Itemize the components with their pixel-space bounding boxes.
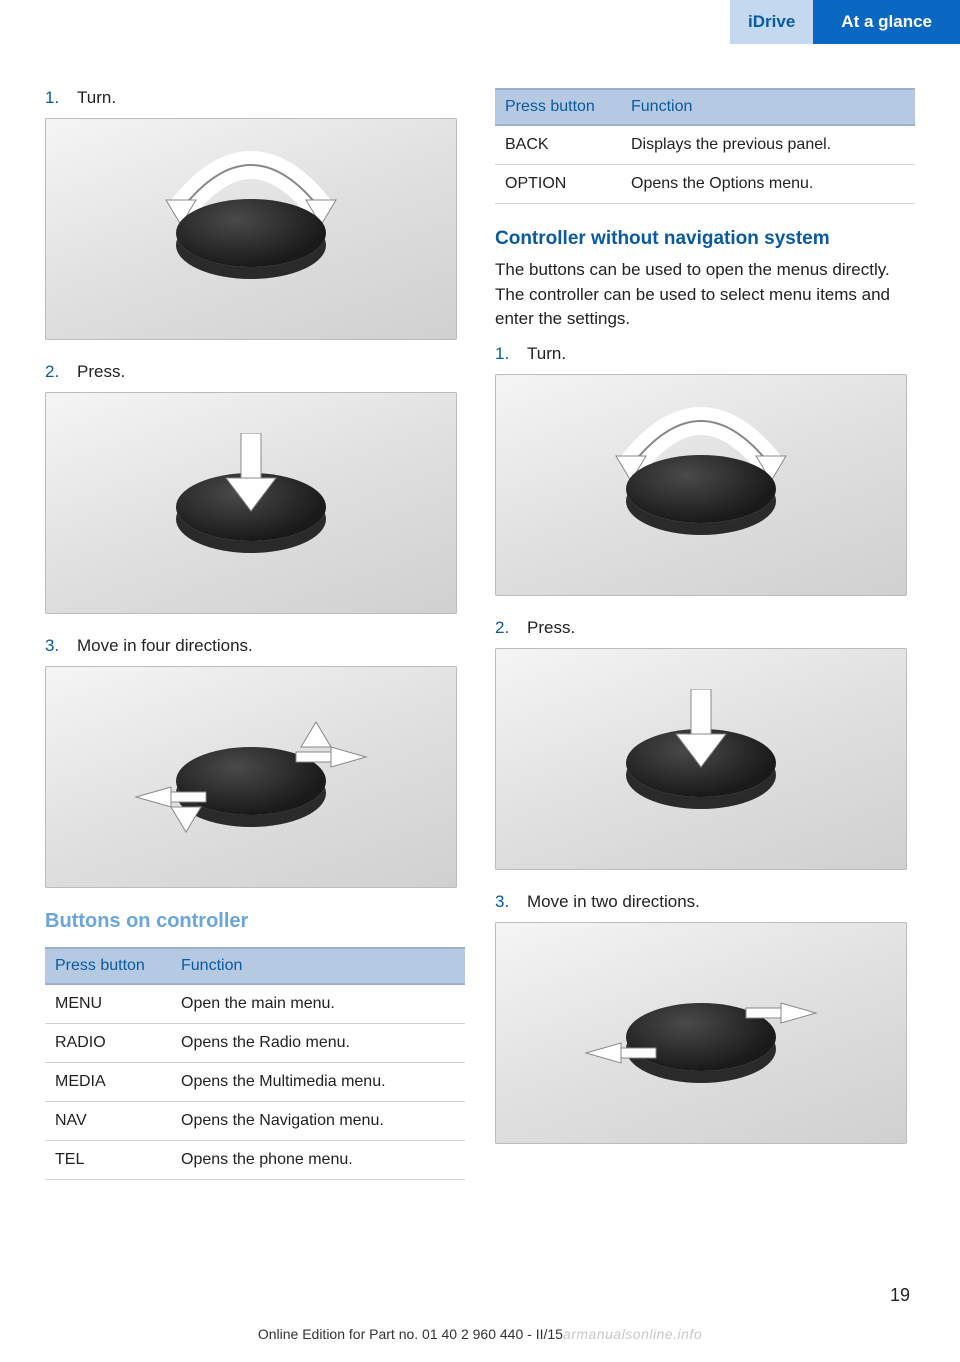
buttons-table-right: Press button Function BACK Displays the … [495,88,915,204]
page-number: 19 [890,1285,910,1306]
body-paragraph: The buttons can be used to open the menu… [495,258,915,332]
step-text: Press. [77,362,125,382]
table-header: Press button [495,89,621,125]
move2-arrows-icon [566,973,836,1093]
left-column: 1. Turn. 2. Press. 3. Move in fo [45,88,465,1180]
step-number: 2. [495,618,513,638]
step-text: Move in two directions. [527,892,700,912]
table-cell: Opens the Navigation menu. [171,1102,465,1141]
table-cell: Opens the Radio menu. [171,1024,465,1063]
table-row: OPTION Opens the Options menu. [495,165,915,204]
controller-move2-image [495,922,907,1144]
right-column: Press button Function BACK Displays the … [495,88,915,1180]
step-number: 2. [45,362,63,382]
step-item: 3. Move in four directions. [45,636,465,656]
controller-press-image-2 [495,648,907,870]
table-cell: Opens the Options menu. [621,165,915,204]
press-arrow-icon [671,689,731,769]
step-text: Press. [527,618,575,638]
step-text: Turn. [527,344,566,364]
buttons-on-controller-heading: Buttons on controller [45,910,465,933]
table-row: RADIO Opens the Radio menu. [45,1024,465,1063]
controller-turn-image [45,118,457,340]
table-cell: Opens the Multimedia menu. [171,1063,465,1102]
table-header: Press button [45,948,171,984]
header-chapter: At a glance [813,0,960,44]
controller-knob-icon [176,199,326,267]
table-cell: Open the main menu. [171,984,465,1024]
table-cell: Opens the phone menu. [171,1141,465,1180]
table-row: TEL Opens the phone menu. [45,1141,465,1180]
step-item: 2. Press. [45,362,465,382]
table-cell: TEL [45,1141,171,1180]
step-number: 1. [45,88,63,108]
footer-watermark: armanualsonline.info [563,1326,702,1342]
controller-without-nav-heading: Controller without navigation system [495,228,915,250]
press-arrow-icon [221,433,281,513]
table-header: Function [621,89,915,125]
buttons-table-left: Press button Function MENU Open the main… [45,947,465,1180]
step-number: 3. [45,636,63,656]
page-header: iDrive At a glance [0,0,960,44]
step-number: 3. [495,892,513,912]
table-row: NAV Opens the Navigation menu. [45,1102,465,1141]
step-number: 1. [495,344,513,364]
table-row: BACK Displays the previous panel. [495,125,915,165]
table-header: Function [171,948,465,984]
controller-knob-icon [626,455,776,523]
table-row: MENU Open the main menu. [45,984,465,1024]
table-cell: RADIO [45,1024,171,1063]
move4-arrows-icon [116,717,386,837]
step-item: 2. Press. [495,618,915,638]
table-cell: OPTION [495,165,621,204]
controller-turn-image-2 [495,374,907,596]
step-text: Move in four directions. [77,636,253,656]
step-item: 1. Turn. [495,344,915,364]
table-cell: MEDIA [45,1063,171,1102]
page-footer: Online Edition for Part no. 01 40 2 960 … [0,1326,960,1342]
table-cell: NAV [45,1102,171,1141]
table-cell: BACK [495,125,621,165]
step-text: Turn. [77,88,116,108]
header-section: iDrive [730,0,813,44]
table-cell: Displays the previous panel. [621,125,915,165]
footer-edition-text: Online Edition for Part no. 01 40 2 960 … [258,1326,563,1342]
table-row: MEDIA Opens the Multimedia menu. [45,1063,465,1102]
controller-move4-image [45,666,457,888]
controller-press-image [45,392,457,614]
page-content: 1. Turn. 2. Press. 3. Move in fo [0,44,960,1180]
step-item: 1. Turn. [45,88,465,108]
step-item: 3. Move in two directions. [495,892,915,912]
table-cell: MENU [45,984,171,1024]
